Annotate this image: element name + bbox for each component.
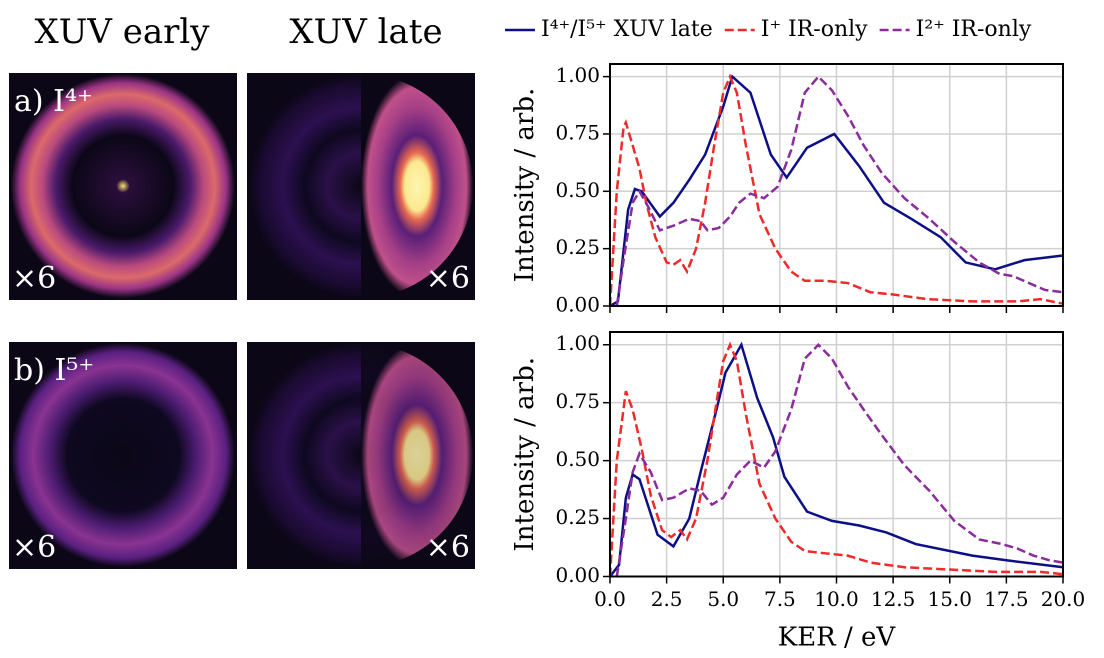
- series-line: [608, 73, 1064, 307]
- x-tick-label: 20.0: [1041, 587, 1086, 611]
- x-tick-label: 10.0: [814, 587, 859, 611]
- x-tick-label: 2.5: [651, 587, 683, 611]
- y-axis-label: Intensity / arb.: [510, 88, 540, 283]
- plot-frame: [609, 331, 1064, 578]
- legend-label: I⁴⁺/I⁵⁺ XUV late: [541, 17, 713, 42]
- series-line: [615, 342, 1064, 577]
- x-tick-label: 15.0: [927, 587, 972, 611]
- y-tick-label: 0.75: [555, 120, 600, 144]
- image-rings: [361, 343, 473, 567]
- image-rings: [11, 343, 235, 567]
- legend-label: I²⁺ IR-only: [916, 17, 1032, 42]
- y-tick-label: 0.75: [555, 389, 600, 413]
- y-tick-label: 0.50: [555, 178, 600, 202]
- x-tick-label: 12.5: [871, 587, 916, 611]
- scale-label: ×6: [426, 530, 470, 565]
- x-tick-label: 17.5: [984, 587, 1029, 611]
- column-title: XUV late: [289, 12, 442, 52]
- y-tick-label: 0.25: [555, 235, 600, 259]
- x-tick-label: 7.5: [764, 587, 796, 611]
- row-label: b) I⁵⁺: [14, 353, 94, 388]
- y-axis-label: Intensity / arb.: [510, 357, 540, 552]
- scale-label: ×6: [12, 261, 56, 296]
- legend-label: I⁺ IR-only: [761, 17, 868, 42]
- column-title: XUV early: [35, 12, 211, 52]
- y-tick-label: 1.00: [555, 63, 600, 87]
- image-rings: [11, 74, 235, 298]
- row-label: a) I⁴⁺: [14, 84, 93, 119]
- plot-frame: [609, 63, 1064, 307]
- y-tick-label: 1.00: [555, 331, 600, 355]
- y-tick-label: 0.25: [555, 505, 600, 529]
- scale-label: ×6: [426, 261, 470, 296]
- x-axis-label: KER / eV: [778, 623, 897, 653]
- series-line: [609, 341, 1064, 578]
- y-tick-label: 0.00: [555, 563, 600, 587]
- series-line: [608, 341, 1064, 577]
- x-tick-label: 0.0: [594, 587, 626, 611]
- series-line: [615, 74, 1064, 307]
- image-panels: XUV early XUV late a) I⁴⁺ b) I⁵⁺ ×6 ×6 ×…: [9, 12, 475, 569]
- y-tick-label: 0.00: [555, 293, 600, 317]
- y-tick-label: 0.50: [555, 447, 600, 471]
- image-rings: [361, 74, 473, 298]
- scale-label: ×6: [12, 530, 56, 565]
- x-tick-label: 5.0: [707, 587, 739, 611]
